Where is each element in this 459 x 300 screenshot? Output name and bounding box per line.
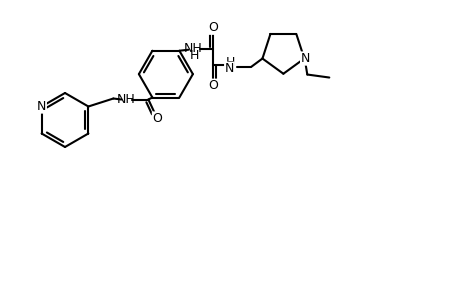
Text: N: N (300, 52, 309, 65)
Text: O: O (208, 79, 218, 92)
Text: H: H (225, 56, 235, 69)
Text: N: N (37, 100, 46, 113)
Text: NH: NH (184, 42, 202, 55)
Text: N: N (224, 62, 234, 75)
Text: H: H (189, 49, 199, 62)
Text: O: O (208, 21, 218, 34)
Text: O: O (152, 112, 162, 125)
Text: NH: NH (117, 93, 135, 106)
